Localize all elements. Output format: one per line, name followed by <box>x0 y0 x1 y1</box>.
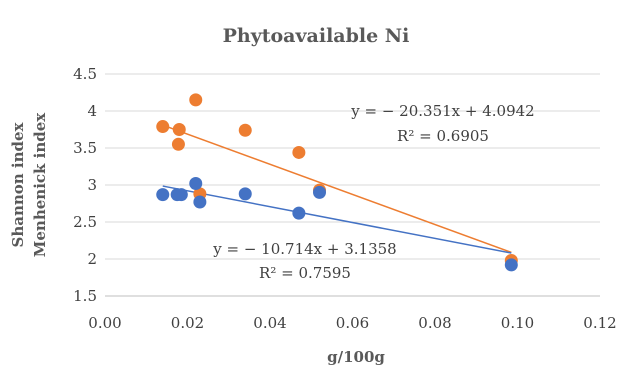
blue-trend-r2: R² = 0.7595 <box>259 264 351 282</box>
orange-trend-r2: R² = 0.6905 <box>397 127 489 145</box>
y-tick-label: 2 <box>87 250 97 268</box>
trendlines <box>162 124 512 254</box>
orange-data-point <box>189 93 203 107</box>
blue-data-point <box>238 187 252 201</box>
blue-trend-equation: y = − 10.714x + 3.1358 <box>212 240 396 258</box>
blue-data-point <box>189 177 203 191</box>
blue-data-point <box>504 258 518 272</box>
blue-data-point <box>156 188 170 202</box>
blue-data-point <box>193 195 207 209</box>
blue-data-point <box>174 188 188 202</box>
x-tick-label: 0.06 <box>336 314 369 332</box>
blue-trendline <box>162 185 512 254</box>
orange-data-point <box>171 137 185 151</box>
y-tick-labels: 1.5 2 2.5 3 3.5 4 4.5 <box>73 65 97 305</box>
x-tick-label: 0.02 <box>171 314 204 332</box>
orange-data-point <box>156 120 170 134</box>
orange-data-point <box>292 145 306 159</box>
x-tick-label: 0.00 <box>88 314 121 332</box>
y-axis-label-2: Menhenick index <box>31 112 49 257</box>
blue-data-point <box>313 185 326 199</box>
x-tick-label: 0.08 <box>418 314 451 332</box>
chart-title: Phytoavailable Ni <box>223 25 410 47</box>
y-tick-label: 2.5 <box>73 213 97 231</box>
y-tick-label: 4 <box>87 102 97 120</box>
blue-data-point <box>292 206 306 220</box>
y-axis-label-1: Shannon index <box>9 121 27 247</box>
x-tick-label: 0.12 <box>583 314 616 332</box>
y-tick-label: 1.5 <box>73 287 97 305</box>
x-tick-labels: 0.00 0.02 0.04 0.06 0.08 0.10 0.12 <box>88 314 616 332</box>
orange-data-point <box>172 123 186 136</box>
x-axis-label: g/100g <box>327 348 385 365</box>
orange-trend-equation: y = − 20.351x + 4.0942 <box>350 102 534 120</box>
orange-data-point <box>238 123 252 137</box>
y-tick-label: 3.5 <box>73 139 97 157</box>
y-tick-label: 3 <box>87 176 97 194</box>
data-points <box>156 93 518 272</box>
x-tick-label: 0.04 <box>253 314 286 332</box>
orange-trendline <box>162 124 512 254</box>
y-tick-label: 4.5 <box>73 65 97 83</box>
x-tick-label: 0.10 <box>501 314 534 332</box>
